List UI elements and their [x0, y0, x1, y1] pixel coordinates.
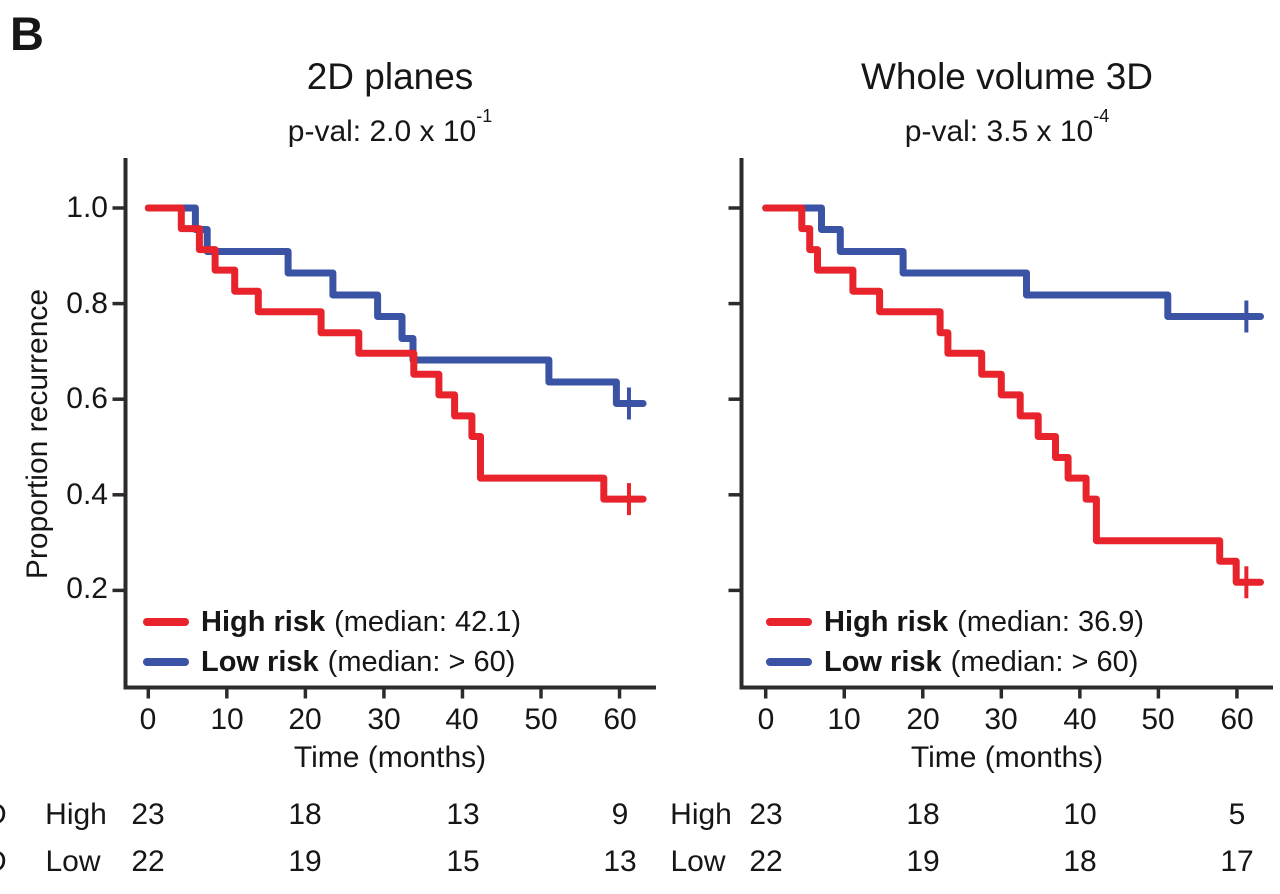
legend-low-risk-swatch-right: [766, 658, 812, 666]
legend-low-risk-left: Low risk (median: > 60): [201, 645, 515, 679]
y-tick-label-0.2: 0.2: [66, 572, 108, 605]
km-curve-low-risk-left: [144, 204, 647, 407]
at-risk-right-low-label: Low: [670, 845, 726, 878]
at-risk-right-high-40: 10: [1063, 798, 1097, 831]
x-tick-right-60: 60: [1220, 703, 1254, 736]
at-risk-left-high-60: 9: [611, 798, 629, 831]
x-tick-right-20: 20: [906, 703, 940, 736]
x-tick-left-50: 50: [524, 703, 558, 736]
y-tick-label-0.8: 0.8: [66, 287, 108, 320]
at-risk-left-low-0: 22: [131, 845, 165, 878]
legend-low-risk-median-left: (median: > 60): [327, 646, 516, 678]
x-tick-right-40: 40: [1063, 703, 1097, 736]
x-tick-left-0: 0: [139, 703, 157, 736]
at-risk-right-low-0: 22: [749, 845, 783, 878]
at-risk-right-high-label: High: [670, 798, 732, 831]
y-tick-label-1.0: 1.0: [66, 191, 108, 224]
legend-low-risk-label-right: Low risk: [824, 646, 942, 678]
legend-high-risk-median-left: (median: 42.1): [334, 606, 522, 638]
at-risk-left-low-20: 19: [288, 845, 322, 878]
legend-low-risk-right: Low risk (median: > 60): [824, 645, 1138, 679]
x-tick-right-30: 30: [984, 703, 1018, 736]
y-tick-label-0.6: 0.6: [66, 382, 108, 415]
km-curve-high-risk-right: [762, 204, 1264, 586]
legend-high-risk-label-left: High risk: [201, 606, 326, 638]
x-axis-title-right: Time (months): [910, 741, 1104, 774]
clipped-row-prefix: D: [0, 797, 7, 833]
x-tick-left-30: 30: [367, 703, 401, 736]
at-risk-left-low-60: 13: [603, 845, 637, 878]
at-risk-right-high-20: 18: [906, 798, 940, 831]
at-risk-left-high-0: 23: [131, 798, 165, 831]
x-tick-right-10: 10: [827, 703, 861, 736]
x-tick-left-10: 10: [210, 703, 244, 736]
at-risk-left-low-40: 15: [446, 845, 480, 878]
at-risk-right-low-60: 17: [1220, 845, 1254, 878]
legend-high-risk-right: High risk (median: 36.9): [824, 605, 1144, 639]
legend-low-risk-median-right: (median: > 60): [950, 646, 1139, 678]
at-risk-right-low-20: 19: [906, 845, 940, 878]
legend-low-risk-swatch-left: [143, 658, 189, 666]
plot-title-right: Whole volume 3D: [860, 56, 1154, 97]
at-risk-left-high-label: High: [45, 798, 107, 831]
y-axis-title: Proportion recurrence: [21, 288, 54, 580]
at-risk-right-low-40: 18: [1063, 845, 1097, 878]
pvalue-left-base: p-val: 2.0 x 10: [287, 115, 477, 148]
x-tick-right-0: 0: [757, 703, 775, 736]
km-curve-high-risk-left: [144, 204, 647, 503]
legend-high-risk-label-right: High risk: [824, 606, 949, 638]
pvalue-left: p-val: 2.0 x 10-1: [287, 106, 492, 149]
at-risk-right-high-0: 23: [749, 798, 783, 831]
x-tick-right-50: 50: [1141, 703, 1175, 736]
x-tick-left-40: 40: [445, 703, 479, 736]
y-tick-label-0.4: 0.4: [66, 478, 108, 511]
legend-high-risk-swatch-right: [766, 618, 812, 626]
legend-high-risk-left: High risk (median: 42.1): [201, 605, 521, 639]
km-curve-low-risk-right: [762, 204, 1264, 320]
legend-high-risk-median-right: (median: 36.9): [957, 606, 1145, 638]
at-risk-left-high-20: 18: [288, 798, 322, 831]
at-risk-left-low-label: Low: [45, 845, 101, 878]
pvalue-right: p-val: 3.5 x 10-4: [904, 106, 1109, 149]
plot-title-left: 2D planes: [306, 56, 474, 97]
clipped-row-prefix: D: [0, 844, 7, 880]
pvalue-right-exponent: -4: [1093, 105, 1110, 126]
pvalue-right-base: p-val: 3.5 x 10: [904, 115, 1094, 148]
pvalue-left-exponent: -1: [476, 105, 493, 126]
x-tick-left-20: 20: [288, 703, 322, 736]
legend-high-risk-swatch-left: [143, 618, 189, 626]
x-tick-left-60: 60: [603, 703, 637, 736]
legend-low-risk-label-left: Low risk: [201, 646, 319, 678]
at-risk-left-high-40: 13: [446, 798, 480, 831]
x-axis-title-left: Time (months): [293, 741, 487, 774]
panel-label: B: [10, 7, 45, 60]
at-risk-right-high-60: 5: [1228, 798, 1246, 831]
